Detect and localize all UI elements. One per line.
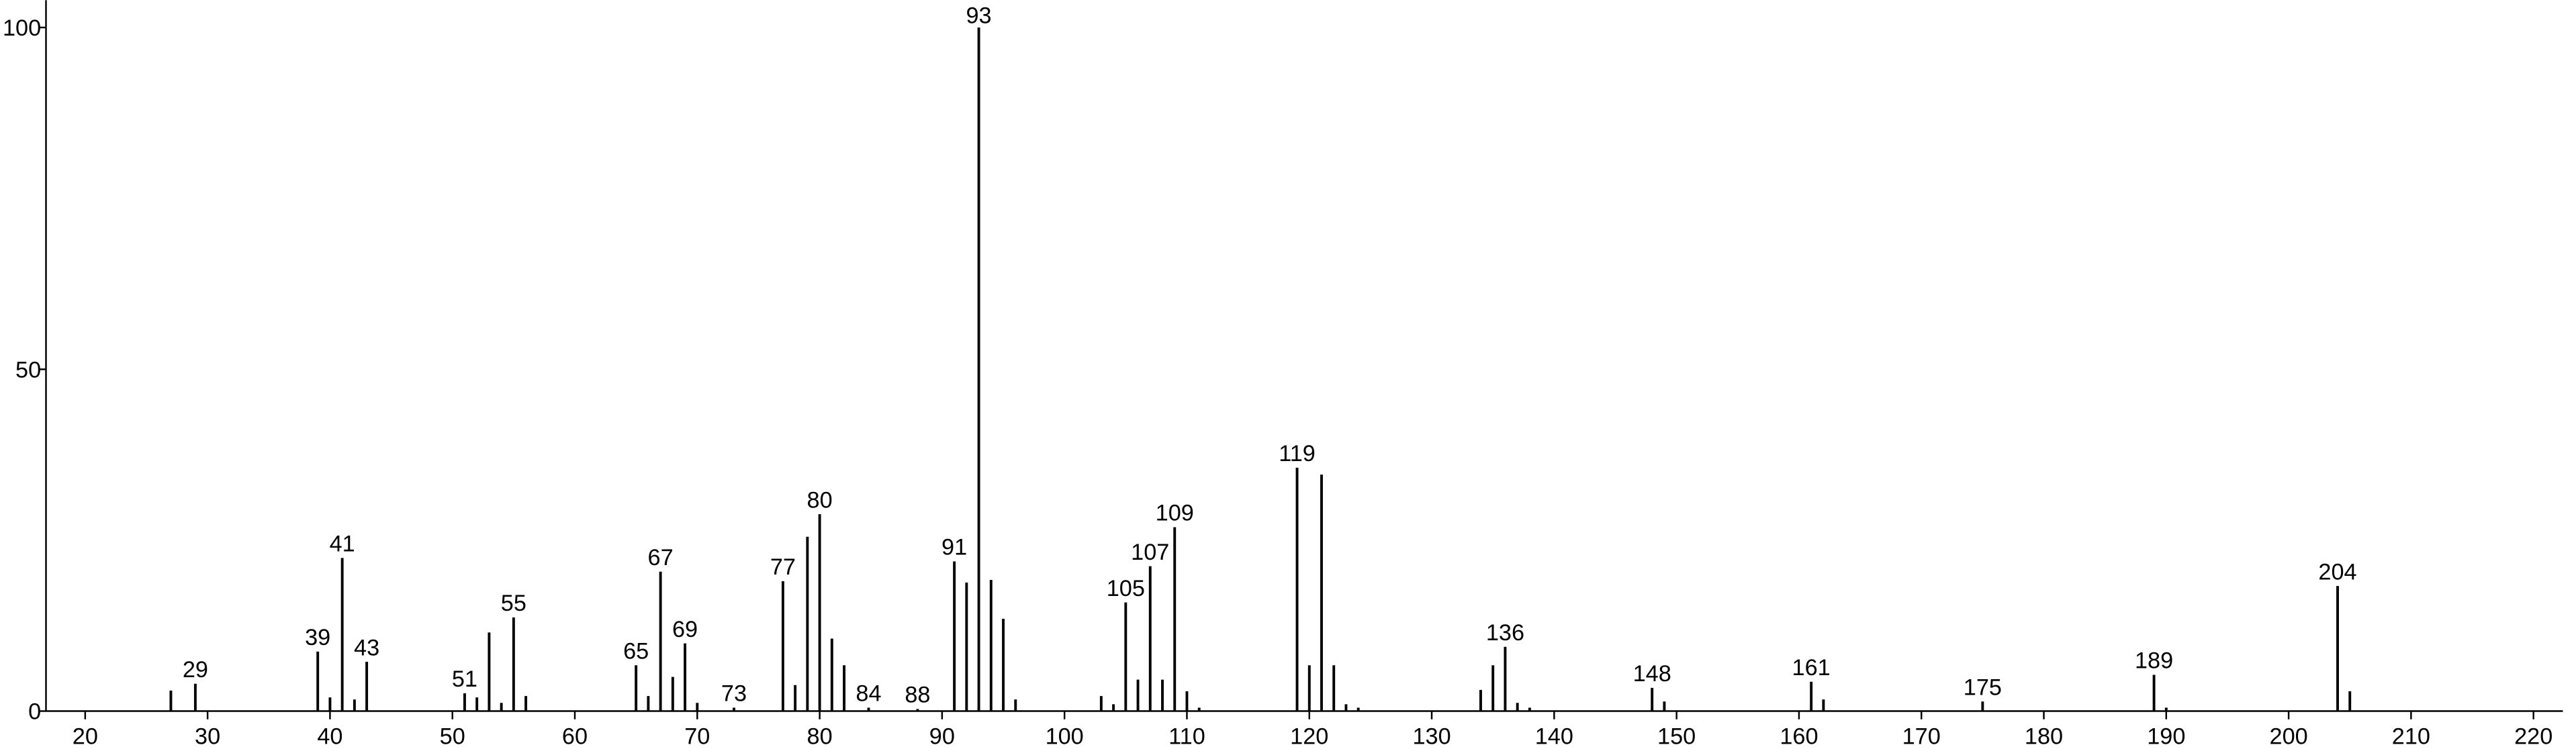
x-tick-label: 180 [2025,723,2063,749]
peak-label: 109 [1156,501,1194,526]
x-tick-label: 20 [73,723,98,749]
x-tick-label: 200 [2270,723,2308,749]
y-tick-label: 100 [3,15,41,41]
peak-label: 88 [905,683,930,708]
peak-label: 67 [648,545,674,570]
x-tick-label: 40 [317,723,342,749]
peak-label: 73 [721,681,747,707]
x-tick-label: 60 [562,723,588,749]
x-tick-label: 70 [684,723,710,749]
peak-label: 175 [1964,675,2002,700]
peak-label: 91 [941,535,967,560]
x-tick-label: 210 [2392,723,2430,749]
x-tick-label: 140 [1535,723,1573,749]
peak-label: 77 [770,554,796,580]
x-tick-label: 80 [807,723,833,749]
x-tick-label: 110 [1168,723,1205,749]
peak-label: 161 [1792,655,1831,681]
peak-label: 51 [452,666,477,692]
peak-label: 69 [672,617,698,642]
x-tick-label: 150 [1657,723,1696,749]
peak-label: 39 [305,625,330,650]
peak-label: 41 [330,532,355,557]
peak-label: 80 [807,487,833,513]
peak-label: 105 [1107,576,1145,601]
x-tick-label: 50 [440,723,465,749]
x-tick-label: 100 [1046,723,1084,749]
x-tick-label: 30 [195,723,220,749]
peak-label: 93 [966,3,992,28]
peak-label: 204 [2318,559,2356,585]
peak-label: 189 [2135,648,2173,674]
peak-label: 107 [1131,540,1169,565]
x-tick-label: 220 [2514,723,2552,749]
peak-label: 136 [1486,620,1524,646]
x-tick-label: 120 [1290,723,1328,749]
peak-label: 119 [1279,441,1316,466]
x-tick-label: 90 [929,723,955,749]
x-tick-label: 160 [1780,723,1818,749]
peak-label: 84 [856,681,881,707]
x-tick-label: 170 [1902,723,1941,749]
peak-label: 43 [354,635,379,660]
peak-label: 65 [623,638,649,664]
y-tick-label: 50 [15,357,41,383]
x-tick-label: 190 [2147,723,2185,749]
x-tick-label: 130 [1412,723,1451,749]
y-tick-label: 0 [28,699,41,725]
peak-label: 55 [501,591,526,616]
peak-label: 29 [183,657,208,683]
peak-label: 148 [1633,661,1671,687]
